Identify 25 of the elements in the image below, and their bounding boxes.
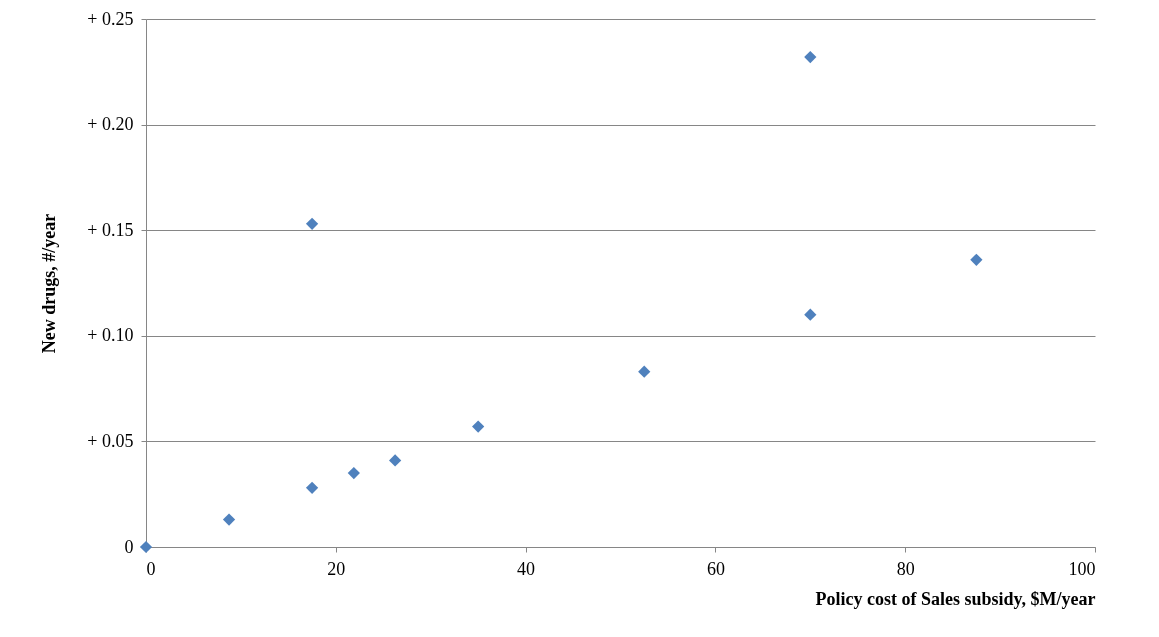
y-tick-label: + 0.15: [87, 219, 134, 240]
point: [388, 454, 402, 467]
point: [222, 513, 236, 526]
point: [305, 481, 319, 494]
y-tick-label: + 0.20: [87, 114, 134, 135]
x-tick-label: 0: [146, 558, 156, 579]
x-tick-label: 40: [517, 558, 536, 579]
y-axis-title: New drugs, #/year: [39, 213, 60, 354]
y-tick-label: + 0.25: [87, 8, 134, 29]
y-tick-label: + 0.05: [87, 430, 134, 451]
point: [347, 466, 360, 480]
point: [804, 50, 817, 64]
x-tick-label: 100: [1068, 558, 1096, 579]
x-tick-label: 80: [896, 558, 915, 579]
x-tick-label: 20: [327, 558, 346, 579]
point: [638, 365, 651, 378]
y-tick-label: + 0.10: [87, 325, 134, 346]
point: [472, 420, 485, 433]
y-tick-label: 0: [124, 536, 134, 557]
point: [804, 308, 817, 321]
x-tick-label: 60: [706, 558, 725, 579]
x-axis-title: Policy cost of Sales subsidy, $M/year: [815, 588, 1096, 609]
point: [305, 217, 319, 230]
point: [139, 540, 153, 554]
point: [970, 253, 983, 266]
